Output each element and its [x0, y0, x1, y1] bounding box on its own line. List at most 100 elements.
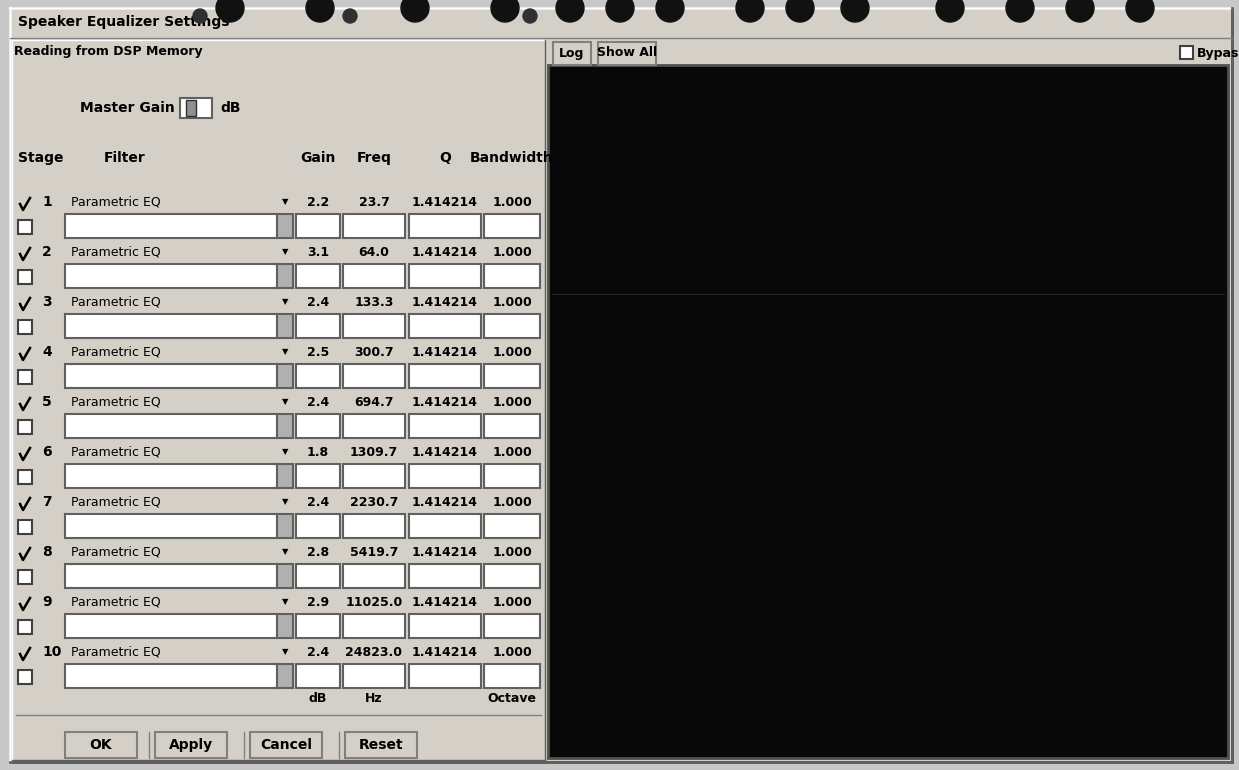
- Bar: [64, 564, 278, 588]
- Circle shape: [736, 0, 764, 22]
- Text: 5419.7: 5419.7: [349, 545, 398, 558]
- Bar: [343, 214, 405, 238]
- Bar: [64, 664, 278, 688]
- Text: 1.000: 1.000: [492, 396, 532, 409]
- Text: dB: dB: [309, 691, 327, 705]
- Bar: [409, 364, 481, 388]
- Bar: [1180, 46, 1193, 59]
- Text: 2.4: 2.4: [307, 645, 330, 658]
- Text: 1.000: 1.000: [492, 296, 532, 309]
- Circle shape: [556, 0, 584, 22]
- Circle shape: [523, 9, 536, 23]
- Circle shape: [1006, 0, 1035, 22]
- Bar: [278, 214, 292, 238]
- Bar: [278, 664, 292, 688]
- Bar: [484, 514, 540, 538]
- Text: ▼: ▼: [281, 347, 289, 357]
- Bar: [553, 42, 591, 65]
- Text: Bandwidth: Bandwidth: [470, 151, 554, 165]
- Bar: [484, 464, 540, 488]
- Text: Parametric EQ: Parametric EQ: [71, 296, 161, 309]
- Text: 64.0: 64.0: [358, 246, 389, 259]
- Circle shape: [306, 0, 335, 22]
- Bar: [278, 414, 292, 438]
- Bar: [296, 564, 339, 588]
- Text: Parametric EQ: Parametric EQ: [71, 446, 161, 458]
- Bar: [343, 514, 405, 538]
- Text: Freq: Freq: [357, 151, 392, 165]
- Text: ▼: ▼: [281, 547, 289, 557]
- Text: 1.000: 1.000: [492, 196, 532, 209]
- Circle shape: [216, 0, 244, 22]
- Text: 2.8: 2.8: [307, 545, 330, 558]
- Text: Reading from DSP Memory: Reading from DSP Memory: [14, 45, 203, 59]
- Bar: [343, 664, 405, 688]
- Text: 1.000: 1.000: [492, 346, 532, 359]
- Bar: [409, 564, 481, 588]
- Text: Octave: Octave: [487, 691, 536, 705]
- Text: 4: 4: [42, 345, 52, 359]
- Bar: [409, 664, 481, 688]
- Circle shape: [655, 0, 684, 22]
- Bar: [484, 314, 540, 338]
- Text: 1.000: 1.000: [492, 496, 532, 508]
- Text: 1.000: 1.000: [492, 595, 532, 608]
- Bar: [343, 314, 405, 338]
- Text: 2.4: 2.4: [307, 396, 330, 409]
- Text: 1.414214: 1.414214: [413, 196, 478, 209]
- Bar: [296, 664, 339, 688]
- Bar: [278, 364, 292, 388]
- Text: 9: 9: [42, 595, 52, 609]
- Bar: [278, 614, 292, 638]
- Bar: [409, 414, 481, 438]
- Text: 1.414214: 1.414214: [413, 496, 478, 508]
- Bar: [19, 420, 32, 434]
- Text: Log: Log: [559, 46, 585, 59]
- Text: Parametric EQ: Parametric EQ: [71, 346, 161, 359]
- Text: 6: 6: [42, 445, 52, 459]
- Circle shape: [491, 0, 519, 22]
- Circle shape: [606, 0, 634, 22]
- Bar: [343, 564, 405, 588]
- Text: Parametric EQ: Parametric EQ: [71, 595, 161, 608]
- Text: Show All: Show All: [597, 46, 657, 59]
- Bar: [484, 214, 540, 238]
- Text: 300.7: 300.7: [354, 346, 394, 359]
- Text: Gain: Gain: [300, 151, 336, 165]
- Circle shape: [841, 0, 869, 22]
- Text: ▼: ▼: [281, 397, 289, 407]
- Text: ▼: ▼: [281, 497, 289, 507]
- Text: dB: dB: [221, 101, 240, 115]
- Bar: [250, 732, 322, 758]
- Text: Speaker Equalizer Settings: Speaker Equalizer Settings: [19, 15, 229, 29]
- Bar: [64, 414, 278, 438]
- Text: 3.1: 3.1: [307, 246, 330, 259]
- Text: Master Gain: Master Gain: [81, 101, 175, 115]
- Bar: [409, 264, 481, 288]
- Text: Parametric EQ: Parametric EQ: [71, 246, 161, 259]
- Text: 1.414214: 1.414214: [413, 595, 478, 608]
- Text: ▼: ▼: [281, 197, 289, 206]
- Bar: [278, 264, 292, 288]
- Bar: [548, 42, 1228, 65]
- Bar: [484, 264, 540, 288]
- Text: ▼: ▼: [281, 297, 289, 306]
- Bar: [19, 570, 32, 584]
- Bar: [409, 214, 481, 238]
- Bar: [409, 514, 481, 538]
- Bar: [296, 214, 339, 238]
- Text: 7: 7: [42, 495, 52, 509]
- Circle shape: [193, 9, 207, 23]
- Bar: [155, 732, 227, 758]
- Circle shape: [401, 0, 429, 22]
- Bar: [296, 514, 339, 538]
- Bar: [64, 314, 278, 338]
- Bar: [19, 320, 32, 334]
- Text: 1.000: 1.000: [492, 645, 532, 658]
- Bar: [64, 364, 278, 388]
- Bar: [296, 314, 339, 338]
- Text: 2230.7: 2230.7: [349, 496, 398, 508]
- Bar: [64, 264, 278, 288]
- Text: 2.2: 2.2: [307, 196, 330, 209]
- Bar: [409, 464, 481, 488]
